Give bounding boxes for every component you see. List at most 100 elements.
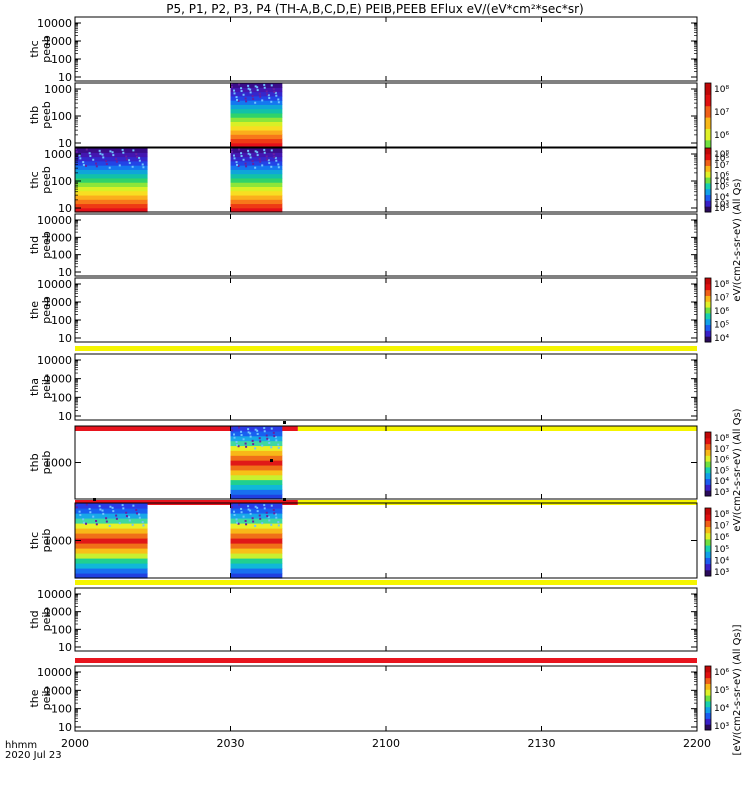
heatmap-speckle	[240, 90, 243, 93]
colorbar-cell	[705, 666, 711, 673]
heatmap-cell	[75, 558, 148, 564]
heatmap-speckle	[79, 157, 82, 160]
heatmap-speckle	[249, 91, 252, 94]
panel-label-6: thb peib	[28, 451, 53, 475]
colorbar-cell	[705, 165, 711, 172]
y-tick-label: 1000	[44, 606, 72, 619]
heatmap-speckle	[252, 443, 255, 446]
heatmap-speckle	[258, 157, 261, 160]
y-tick-label: 100	[51, 110, 72, 123]
heatmap-speckle	[85, 164, 88, 167]
heatmap-cell	[230, 203, 283, 209]
product-label: peib	[40, 375, 53, 399]
heatmap-speckle	[270, 523, 273, 526]
heatmap-cell	[230, 194, 283, 200]
heatmap-speckle	[256, 86, 259, 89]
heatmap-speckle	[240, 507, 243, 510]
colorbar-cell	[705, 153, 711, 161]
colorbar-cell	[705, 188, 711, 196]
heatmap-speckle	[263, 83, 266, 86]
heatmap-cell	[230, 182, 283, 187]
heatmap-speckle	[256, 154, 259, 157]
data-marker	[283, 421, 286, 424]
heatmap-speckle	[118, 164, 121, 167]
heatmap-speckle	[230, 148, 233, 150]
heatmap-speckle	[274, 156, 277, 159]
y-tick-label: 10	[58, 266, 72, 279]
heatmap-speckle	[242, 438, 245, 441]
colorbar-tick-label: 10³	[714, 488, 729, 498]
colorbar-tick-label: 10⁷	[714, 108, 729, 118]
heatmap-cell	[230, 125, 283, 131]
heatmap-speckle	[267, 438, 270, 441]
heatmap-speckle	[115, 514, 118, 517]
heatmap-block-2-1	[230, 148, 283, 213]
heatmap-speckle	[267, 516, 270, 519]
heatmap-speckle	[108, 166, 111, 169]
colorbar-cell	[705, 336, 711, 343]
heatmap-speckle	[99, 152, 102, 155]
colorbar-tick-label: 10⁶	[714, 533, 729, 543]
heatmap-cell	[230, 474, 283, 481]
heatmap-speckle	[274, 91, 277, 94]
colorbar-cell	[705, 484, 711, 491]
product-label: peeb	[40, 231, 53, 259]
heatmap-speckle	[265, 434, 268, 437]
y-tick-label: 1000	[44, 457, 72, 470]
colorbar-cell	[705, 520, 711, 528]
heatmap-speckle	[142, 166, 145, 169]
colorbar-frame	[704, 665, 712, 731]
heatmap-speckle	[274, 513, 277, 516]
heatmap-speckle	[256, 432, 259, 435]
heatmap-speckle	[275, 439, 278, 442]
heatmap-speckle	[251, 95, 254, 98]
heatmap-speckle	[85, 503, 88, 506]
heatmap-speckle	[82, 163, 85, 166]
heatmap-speckle	[233, 92, 236, 95]
heatmap-speckle	[275, 516, 278, 519]
heatmap-speckle	[233, 436, 236, 439]
y-tick-label: 10	[58, 641, 72, 654]
heatmap-speckle	[249, 509, 252, 512]
heatmap-speckle	[128, 159, 131, 162]
heatmap-speckle	[115, 157, 118, 160]
heatmap-cell	[230, 129, 283, 135]
colorbar-tick-label: 10³	[714, 722, 729, 732]
heatmap-cell	[75, 182, 148, 187]
y-tick-label: 10000	[37, 278, 72, 291]
colorbar-cell	[705, 557, 711, 565]
heatmap-speckle	[245, 523, 248, 526]
heatmap-speckle	[233, 157, 236, 160]
panel-label-7: thc peib	[28, 529, 53, 553]
heatmap-speckle	[75, 503, 77, 505]
heatmap-speckle	[277, 166, 280, 169]
heatmap-speckle	[131, 165, 134, 168]
colorbar-frame	[704, 147, 712, 213]
heatmap-cell	[230, 460, 283, 466]
heatmap-speckle	[128, 519, 131, 522]
heatmap-cell	[75, 160, 148, 166]
colorbar-tick-label: 10⁴	[714, 177, 729, 187]
heatmap-speckle	[108, 524, 111, 527]
status-bar-yellow	[297, 426, 697, 431]
heatmap-speckle	[135, 155, 138, 158]
panel-label-8: thd peib	[28, 608, 53, 632]
heatmap-speckle	[78, 154, 81, 157]
colorbar-7	[704, 507, 712, 577]
y-tick-label: 1000	[44, 148, 72, 161]
colorbar-2	[704, 147, 712, 213]
heatmap-speckle	[252, 162, 255, 165]
heatmap-cell	[230, 518, 283, 524]
colorbar-cell	[705, 206, 711, 213]
heatmap-cell	[75, 518, 148, 524]
heatmap-block-1-0	[230, 83, 283, 148]
heatmap-speckle	[266, 93, 269, 96]
panel-label-1: thb peeb	[28, 101, 53, 129]
heatmap-speckle	[82, 518, 85, 521]
heatmap-speckle	[277, 163, 280, 166]
heatmap-cell	[230, 100, 283, 105]
y-tick-label: 10000	[37, 214, 72, 227]
colorbar-tick-label: 10⁶	[714, 131, 729, 141]
heatmap-cell	[75, 553, 148, 559]
y-tick-label: 100	[51, 175, 72, 188]
